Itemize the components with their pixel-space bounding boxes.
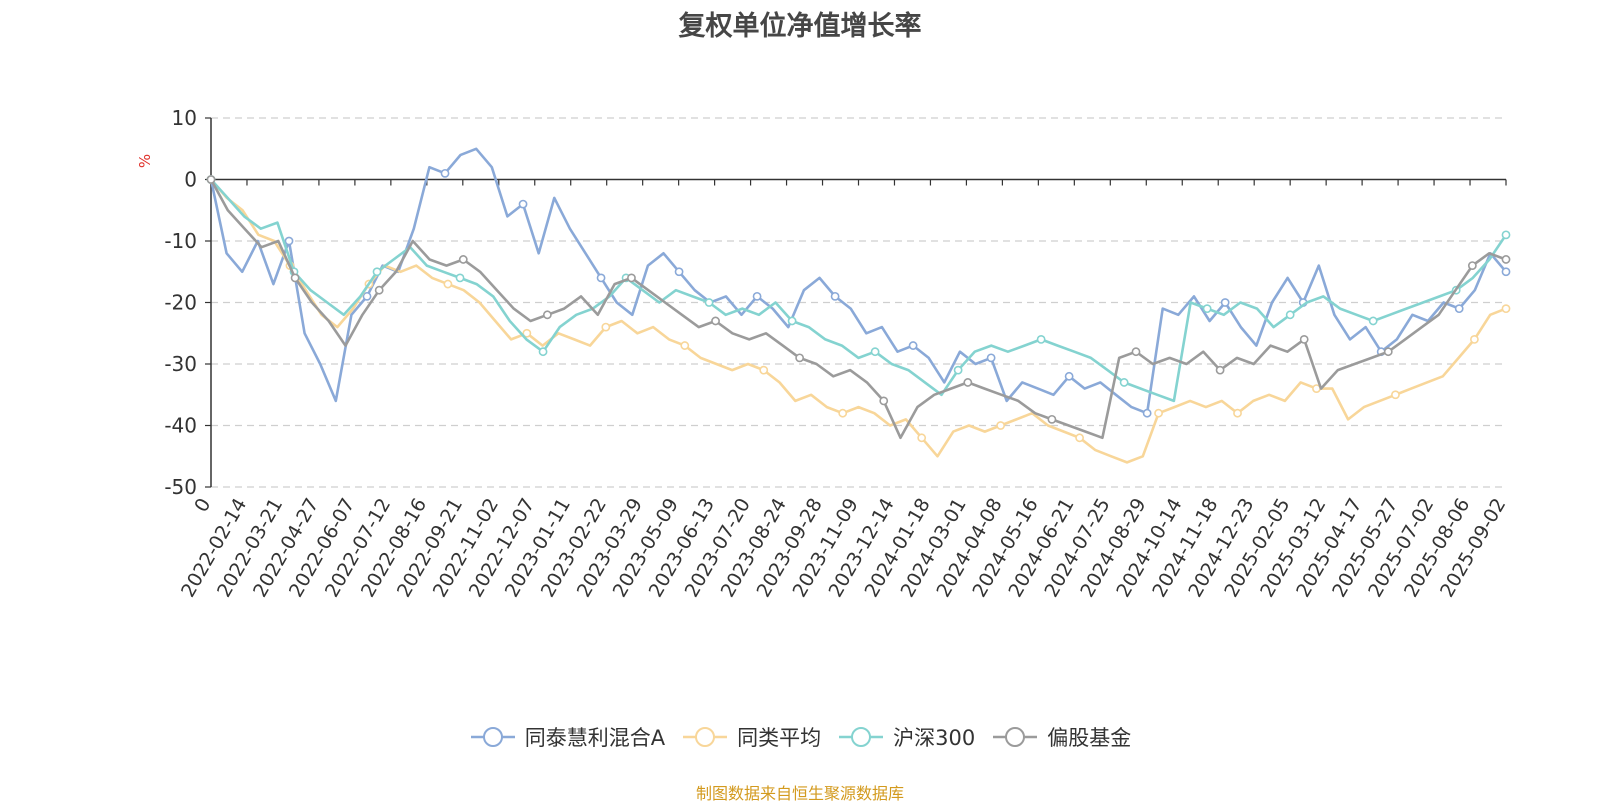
legend-item[interactable]: 偏股基金 [991, 722, 1131, 752]
series-point [996, 421, 1006, 430]
y-tick-label: 0 [184, 168, 197, 192]
x-tick-label: 0 [190, 495, 215, 516]
series-point [1131, 347, 1141, 357]
series-point [290, 273, 300, 283]
series-point [1391, 390, 1400, 400]
legend-swatch-icon [683, 727, 728, 747]
chart-title: 复权单位净值增长率 [678, 11, 922, 42]
series-point [1501, 304, 1511, 314]
legend-swatch-icon [993, 727, 1038, 747]
series-point [953, 365, 963, 375]
y-tick-label: -20 [164, 291, 197, 315]
series-point [362, 291, 372, 301]
series-point [1501, 230, 1511, 240]
series-point [455, 273, 465, 283]
series-point [440, 168, 450, 178]
legend-item[interactable]: 同类平均 [681, 722, 821, 752]
legend-label: 偏股基金 [1047, 726, 1132, 750]
series-point [627, 273, 636, 283]
legend-label: 同类平均 [737, 726, 822, 750]
series-point [787, 316, 797, 326]
series-point [1064, 371, 1074, 381]
series-point [1454, 304, 1464, 314]
series-point [870, 347, 880, 357]
series-point [795, 353, 805, 363]
legend-swatch-icon [839, 727, 884, 747]
y-tick-label: -40 [164, 414, 197, 438]
series-point [518, 199, 528, 209]
series-line [210, 178, 1507, 464]
series-point [1233, 408, 1242, 418]
series-point [759, 365, 769, 375]
series-point [284, 236, 294, 246]
series-point [1220, 298, 1230, 307]
series-point [908, 341, 918, 350]
series-line [209, 178, 1507, 440]
series-point [830, 291, 840, 301]
series-point [986, 353, 996, 363]
source-note: 制图数据来自恒生聚源数据库 [695, 784, 904, 803]
series-point [458, 255, 468, 264]
series-point [1501, 255, 1511, 264]
series-point [1036, 334, 1046, 344]
series-point [1202, 304, 1212, 314]
series-point [372, 267, 382, 277]
legend-label: 沪深300 [893, 726, 976, 750]
series-lines [206, 147, 1511, 464]
series-point [680, 341, 690, 350]
line-chart: 100-10-20-30-40-5002022-02-142022-03-212… [164, 106, 1511, 601]
series-point [443, 279, 453, 289]
series-point [206, 175, 216, 184]
series-point [1383, 347, 1393, 357]
y-tick-label: -30 [164, 352, 197, 376]
series-point [1470, 334, 1479, 344]
series-point [1285, 310, 1295, 320]
series-point [1075, 433, 1084, 443]
series-point [1047, 414, 1057, 424]
series-point [711, 316, 720, 326]
series-point [542, 310, 552, 320]
y-tick-label: -50 [164, 475, 197, 499]
series-point [838, 408, 848, 418]
legend-swatch-icon [470, 727, 515, 747]
series-line [209, 147, 1507, 415]
gridlines [211, 117, 1506, 488]
series-point [879, 396, 889, 406]
series-point [1501, 267, 1511, 277]
series-point [1467, 261, 1477, 270]
legend: 同泰慧利混合A 同类平均 沪深300 偏股基金 [0, 722, 1600, 754]
series-point [1119, 378, 1129, 387]
series-point [963, 378, 973, 387]
legend-label: 同泰慧利混合A [524, 726, 666, 750]
y-tick-label: 10 [172, 106, 197, 130]
series-point [704, 298, 714, 307]
series-point [1154, 408, 1163, 418]
series-point [752, 291, 762, 301]
series-point [522, 328, 532, 338]
series-point [596, 273, 606, 283]
series-point [1142, 408, 1152, 418]
series-line [210, 178, 1508, 403]
legend-item[interactable]: 沪深300 [837, 722, 975, 752]
series-point [1215, 365, 1225, 375]
series-point [538, 347, 548, 357]
legend-item[interactable]: 同泰慧利混合A [469, 722, 665, 752]
series-point [1299, 334, 1309, 344]
series-point [917, 433, 927, 443]
series-point [601, 322, 611, 332]
series-point [1368, 316, 1378, 326]
y-tick-label: -10 [164, 229, 197, 253]
series-point [374, 285, 384, 295]
series-point [674, 267, 684, 277]
